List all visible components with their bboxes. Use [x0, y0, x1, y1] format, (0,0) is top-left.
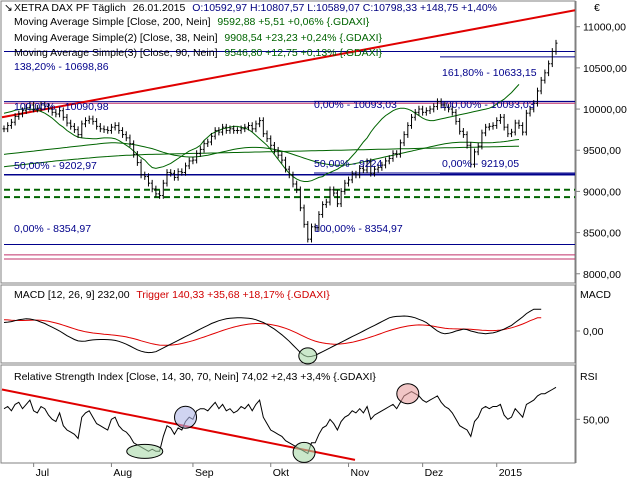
header-title: XETRA DAX PF Täglich 26.01.2015 O:10592,… [14, 2, 497, 14]
fib-label-100-right: 100,00% - 10093,03 [440, 99, 535, 111]
macd-trigger-line [3, 317, 542, 346]
fib-label-138: 138,20% - 10698,86 [14, 61, 109, 73]
macd-panel-frame [0, 284, 576, 364]
ma-legend-3: Moving Average Simple(3) [Close, 90, Nei… [14, 47, 383, 59]
fib-label-50-left: 50,00% - 9202,97 [14, 160, 97, 172]
macd-line [3, 308, 542, 358]
x-month-label: Sep [195, 467, 214, 479]
x-month-label: Nov [351, 467, 370, 479]
rsi-legend-text: Relative Strength Index [Close, 14, 30, … [14, 371, 376, 383]
price-layer [1, 9, 576, 260]
macd-y-tick-label: 0,00 [583, 326, 604, 338]
ma-legend: Moving Average Simple [Close, 200, Nein]… [14, 16, 383, 59]
rsi-high-circle-aug [174, 405, 198, 429]
price-y-tick-label: 8500,00 [583, 228, 621, 240]
fib-label-0-right: 0,00% - 9219,05 [442, 158, 519, 170]
x-month-label: Okt [273, 467, 289, 479]
x-month-label: Dez [425, 467, 444, 479]
rsi-axis-label: RSI [580, 371, 598, 383]
right-axis-area [576, 1, 639, 463]
macd-legend: MACD [12, 26, 9] 232,00 Trigger 140,33 +… [14, 289, 611, 301]
ma-90-line [3, 139, 520, 166]
rsi-layer [1, 383, 557, 463]
fib-labels: 138,20% - 10698,86 161,80% - 10633,15 10… [14, 61, 537, 235]
fib-label-50-mid: 50,00% - 9224 [314, 158, 382, 170]
ma-38-line [3, 84, 520, 182]
macd-low-circle [298, 347, 318, 365]
price-y-tick-label: 11000,00 [583, 22, 626, 34]
rsi-high-circle-dec [396, 383, 420, 405]
rsi-low-circle-oct [292, 441, 316, 463]
header: ↘ XETRA DAX PF Täglich 26.01.2015 O:1059… [4, 2, 600, 14]
rsi-y-tick-label: 50,00 [583, 414, 609, 426]
price-panel-frame [0, 0, 576, 284]
fib-label-100-left: 100,00% - 10090,98 [14, 101, 109, 113]
fib-label-161: 161,80% - 10633,15 [442, 67, 537, 79]
price-y-tick-label: 10000,00 [583, 104, 627, 116]
currency-symbol: € [594, 2, 600, 14]
macd-layer [3, 308, 542, 365]
price-y-tick-label: 9500,00 [583, 145, 621, 157]
macd-axis-label: MACD [580, 289, 611, 301]
x-month-label: Jul [36, 467, 49, 479]
fib-label-0-bottom: 0,00% - 8354,97 [14, 223, 91, 235]
rsi-line [3, 386, 557, 455]
price-y-tick-label: 10500,00 [583, 63, 627, 75]
rsi-low-circle-aug [126, 443, 164, 459]
rsi-legend: Relative Strength Index [Close, 14, 30, … [14, 371, 598, 383]
x-month-label: 2015 [499, 467, 523, 479]
ma-legend-2: Moving Average Simple(2) [Close, 38, Nei… [14, 32, 383, 44]
fib-label-100-bottom: 100,00% - 8354,97 [314, 223, 403, 235]
axis-layer: 11000,00 10500,00 10000,00 9500,00 9000,00 85… [33, 22, 627, 479]
macd-legend-text: MACD [12, 26, 9] 232,00 Trigger 140,33 +… [14, 289, 330, 301]
trend-line [1, 9, 576, 119]
price-y-tick-label: 8000,00 [583, 269, 621, 281]
ma-legend-1: Moving Average Simple [Close, 200, Nein]… [14, 16, 370, 28]
arrow-icon: ↘ [4, 2, 13, 14]
ma-200-line [3, 145, 520, 168]
price-y-tick-label: 9000,00 [583, 186, 621, 198]
fib-label-0-mid: 0,00% - 10093,03 [314, 99, 397, 111]
x-month-label: Aug [113, 467, 132, 479]
